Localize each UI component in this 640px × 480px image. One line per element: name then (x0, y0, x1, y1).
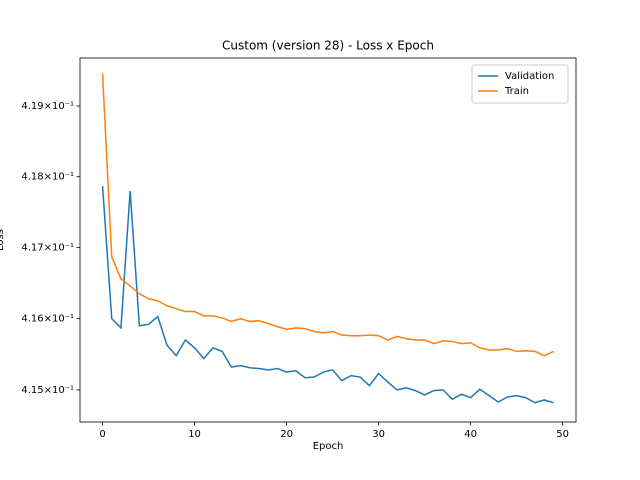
chart-title: Custom (version 28) - Loss x Epoch (222, 39, 434, 53)
data-line (101, 73, 554, 357)
y-tick-label: 4.19×10⁻¹ (21, 101, 74, 112)
x-tick-label: 20 (280, 429, 293, 440)
x-tick-label: 0 (99, 429, 105, 440)
y-tick-label: 4.18×10⁻¹ (21, 172, 74, 183)
x-tick-label: 50 (556, 429, 569, 440)
x-tick-label: 40 (464, 429, 477, 440)
x-tick-label: 30 (372, 429, 385, 440)
y-tick-label: 4.16×10⁻¹ (21, 314, 74, 325)
y-axis-label: Loss (0, 229, 6, 251)
y-tick-label: 4.17×10⁻¹ (21, 243, 74, 254)
legend-label: Validation (505, 71, 554, 82)
x-tick-label: 10 (188, 429, 201, 440)
y-tick-label: 4.15×10⁻¹ (21, 385, 74, 396)
legend-box (471, 64, 569, 104)
x-axis-label: Epoch (313, 441, 344, 452)
plot-frame (79, 57, 577, 423)
legend-label: Train (504, 86, 529, 97)
data-line (101, 185, 554, 404)
